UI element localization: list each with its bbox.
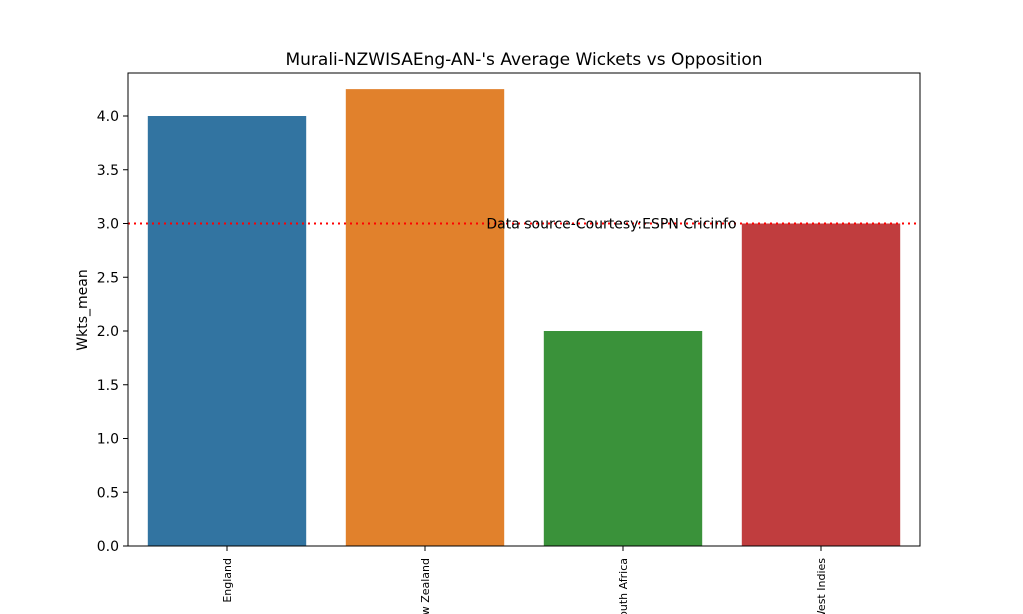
bar-1 <box>345 89 505 546</box>
bar-0 <box>147 116 307 546</box>
y-tick-label-4: 2.0 <box>97 324 119 340</box>
y-tick-label-7: 3.5 <box>97 163 119 179</box>
y-tick-label-2: 1.0 <box>97 432 119 448</box>
x-tick-label-3: West Indies <box>815 558 828 614</box>
y-tick-label-5: 2.5 <box>97 270 119 286</box>
y-tick-label-6: 3.0 <box>97 217 119 233</box>
y-tick-label-0: 0.0 <box>97 539 119 555</box>
y-ticks: 0.0 0.5 1.0 1.5 2.0 2.5 3.0 3.5 4.0 <box>97 109 128 555</box>
y-tick-label-3: 1.5 <box>97 378 119 394</box>
x-ticks: England New Zealand South Africa West Indie… <box>221 546 828 614</box>
x-tick-label-2: South Africa <box>617 558 630 614</box>
plot-frame <box>127 72 921 547</box>
y-tick-label-8: 4.0 <box>97 109 119 125</box>
x-tick-label-0: England <box>221 558 234 603</box>
chart-title: Murali-NZWISAEng-AN-'s Average Wickets v… <box>285 50 762 70</box>
bar-3 <box>741 223 901 546</box>
y-axis-label: Wkts_mean <box>75 269 91 350</box>
data-source-annotation: Data source-Courtesy:ESPN Cricinfo <box>486 217 736 233</box>
bar-2 <box>543 331 703 546</box>
y-tick-label-1: 0.5 <box>97 485 119 501</box>
x-tick-label-1: New Zealand <box>419 558 432 614</box>
bars-layer <box>147 89 901 546</box>
